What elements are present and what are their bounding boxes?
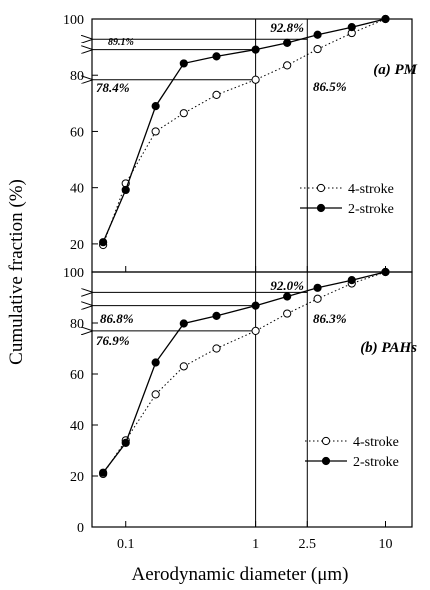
data-point-4-stroke bbox=[212, 344, 221, 353]
data-point-2-stroke bbox=[99, 238, 108, 247]
annotation-label: 86.8% bbox=[100, 311, 134, 326]
annotation-label: 92.0% bbox=[270, 278, 304, 293]
x-axis-title: Aerodynamic diameter (μm) bbox=[132, 564, 349, 585]
data-point-2-stroke bbox=[179, 59, 188, 68]
series-line-4-stroke bbox=[102, 18, 386, 246]
y-tick-label: 60 bbox=[70, 368, 84, 383]
annotation-label: 89.1% bbox=[108, 37, 134, 48]
data-point-4-stroke bbox=[313, 44, 322, 54]
data-point-4-stroke bbox=[251, 326, 260, 336]
y-tick-label: 0 bbox=[77, 521, 84, 536]
annotation-label: 86.3% bbox=[313, 311, 347, 326]
series-line-2-stroke bbox=[102, 271, 386, 474]
y-tick-label: 60 bbox=[70, 125, 84, 140]
data-point-4-stroke bbox=[179, 109, 188, 118]
data-point-4-stroke bbox=[179, 362, 188, 371]
y-tick-label: 40 bbox=[70, 419, 84, 434]
data-point-2-stroke bbox=[121, 438, 130, 447]
data-point-2-stroke bbox=[283, 292, 292, 301]
annotation-label: 86.5% bbox=[313, 79, 347, 94]
legend-marker bbox=[321, 436, 331, 446]
panel-frame-pm bbox=[91, 18, 413, 273]
y-tick-label: 100 bbox=[63, 13, 84, 28]
y-tick-label: 20 bbox=[70, 470, 84, 485]
annotation-label: 92.8% bbox=[270, 20, 304, 35]
data-point-2-stroke bbox=[381, 14, 390, 24]
data-point-4-stroke bbox=[151, 127, 160, 136]
y-tick-label: 80 bbox=[70, 317, 84, 332]
data-point-4-stroke bbox=[212, 90, 221, 100]
panel-frame-pahs bbox=[91, 271, 413, 528]
legend-marker bbox=[316, 203, 326, 213]
annotation-label: 78.4% bbox=[96, 80, 130, 95]
legend-marker bbox=[316, 183, 326, 193]
data-point-2-stroke bbox=[121, 185, 130, 195]
x-tick-label: 2.5 bbox=[299, 537, 317, 552]
data-point-2-stroke bbox=[381, 267, 390, 277]
legend-entry: 2-stroke bbox=[353, 455, 399, 470]
data-point-2-stroke bbox=[313, 30, 322, 39]
data-point-2-stroke bbox=[179, 319, 188, 328]
data-point-4-stroke bbox=[313, 294, 322, 303]
data-point-2-stroke bbox=[99, 468, 108, 477]
annotation-label: 76.9% bbox=[96, 333, 130, 348]
legend-entry: 2-stroke bbox=[348, 202, 394, 217]
y-tick-label: 20 bbox=[70, 238, 84, 253]
series-line-4-stroke bbox=[102, 271, 386, 475]
x-tick-label: 10 bbox=[378, 537, 392, 552]
x-axis-ticks: 0.1 1 2.5 10 bbox=[117, 537, 393, 552]
data-point-2-stroke bbox=[313, 283, 322, 292]
data-point-2-stroke bbox=[212, 311, 221, 320]
panel-pm: 20 40 60 80 100 89.1% 92.8% 86.5% 78.4% (a) PM 4-s… bbox=[63, 13, 418, 273]
data-point-2-stroke bbox=[251, 45, 260, 54]
data-point-2-stroke bbox=[347, 276, 356, 285]
y-tick-label: 80 bbox=[70, 69, 84, 84]
series-line-2-stroke bbox=[102, 18, 386, 243]
data-point-4-stroke bbox=[283, 61, 292, 70]
data-point-4-stroke bbox=[251, 75, 260, 84]
panel-label: (a) PM bbox=[373, 62, 417, 78]
x-tick-label: 1 bbox=[252, 537, 259, 552]
data-point-2-stroke bbox=[347, 23, 356, 32]
legend-marker bbox=[321, 456, 331, 466]
panel-pahs: 0 20 40 60 80 100 92.0% 86.8% 86.3% 76.9% (b) PAHs… bbox=[63, 266, 417, 536]
y-tick-label: 100 bbox=[63, 266, 84, 281]
y-axis-title: Cumulative fraction (%) bbox=[6, 179, 27, 365]
data-point-4-stroke bbox=[151, 390, 160, 399]
x-tick-label: 0.1 bbox=[117, 537, 135, 552]
legend-entry: 4-stroke bbox=[353, 435, 399, 450]
legend-entry: 4-stroke bbox=[348, 182, 394, 197]
data-point-2-stroke bbox=[212, 52, 221, 61]
data-point-2-stroke bbox=[283, 38, 292, 47]
panel-label: (b) PAHs bbox=[360, 340, 417, 356]
data-point-4-stroke bbox=[283, 309, 292, 318]
data-point-2-stroke bbox=[151, 102, 160, 111]
data-point-2-stroke bbox=[251, 301, 260, 310]
data-point-2-stroke bbox=[151, 358, 160, 367]
y-tick-label: 40 bbox=[70, 182, 84, 197]
